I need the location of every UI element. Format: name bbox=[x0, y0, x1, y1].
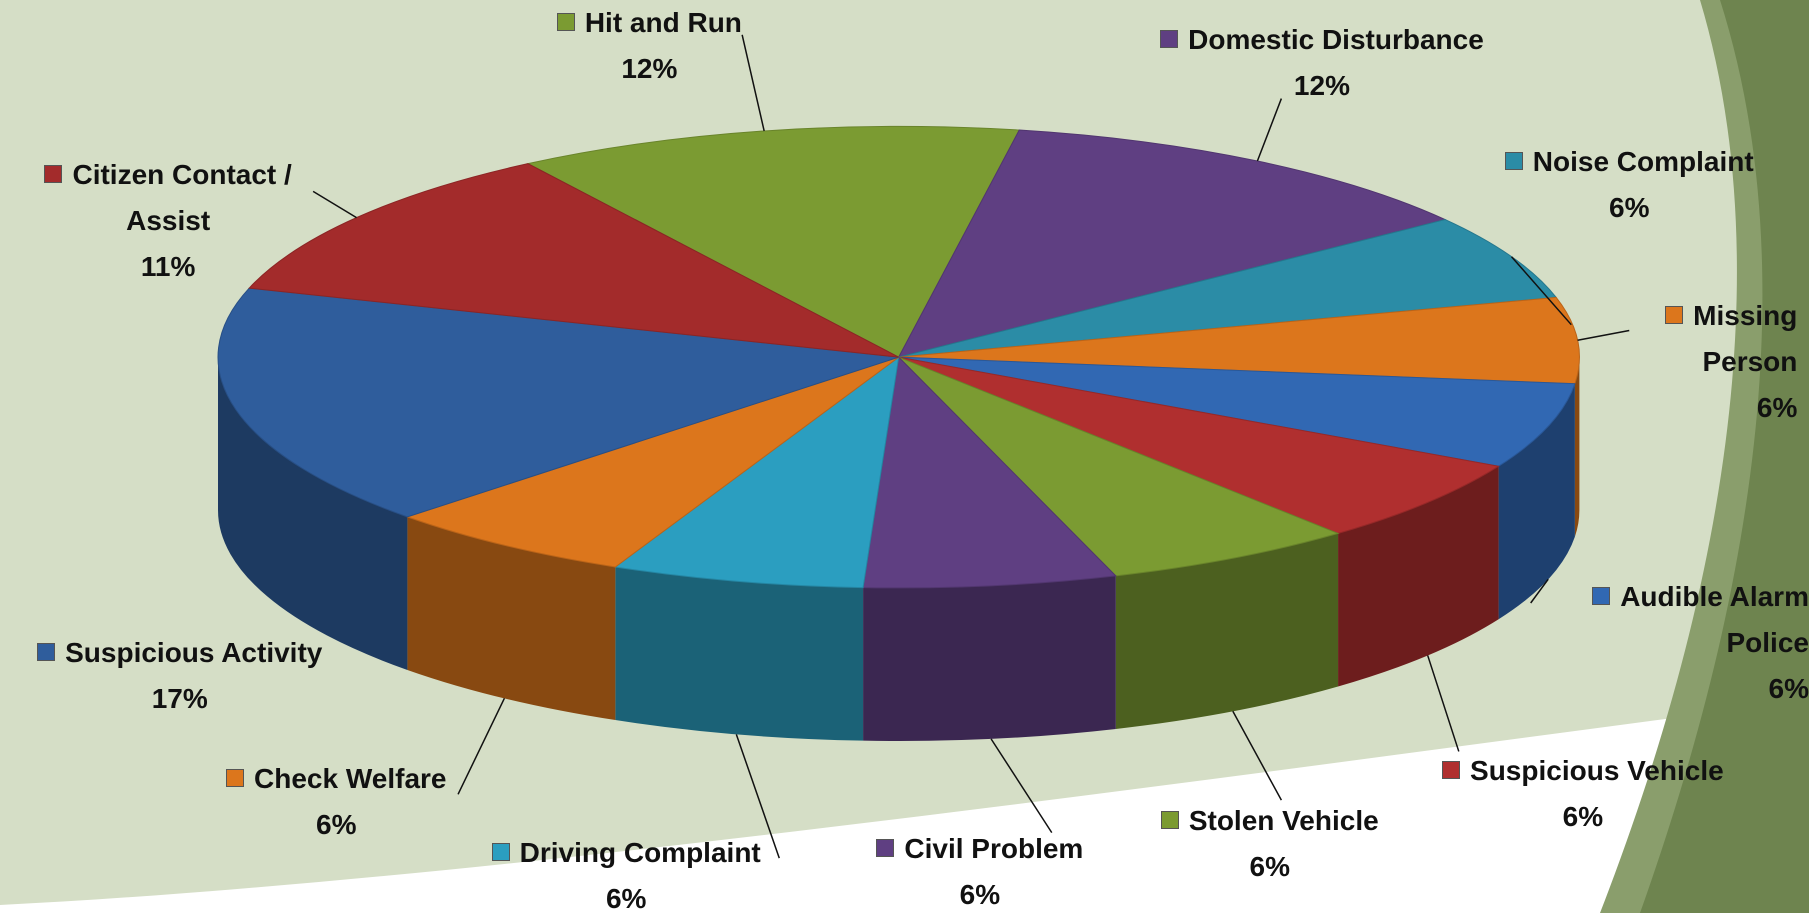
leader-line bbox=[1577, 329, 1630, 341]
leader-line bbox=[1426, 655, 1460, 752]
percent-label: 12% bbox=[1293, 70, 1350, 102]
percent-label: 6% bbox=[1768, 673, 1809, 704]
leader-line bbox=[457, 698, 506, 795]
slice-side bbox=[1115, 533, 1339, 729]
data-label: Audible Alarm Police 6% bbox=[1519, 574, 1809, 712]
slice-side bbox=[1498, 383, 1575, 620]
leader-line bbox=[312, 190, 357, 219]
slice-side bbox=[863, 575, 1116, 741]
label-marker bbox=[1592, 587, 1611, 605]
data-label: Stolen Vehicle 6% bbox=[1113, 798, 1426, 890]
leader-line bbox=[1530, 578, 1549, 604]
category-label: Noise Complaint bbox=[1532, 146, 1754, 178]
percent-label: 6% bbox=[1249, 850, 1290, 882]
label-marker bbox=[1665, 306, 1684, 325]
data-label: Suspicious Activity 17% bbox=[0, 630, 359, 722]
label-marker bbox=[556, 13, 575, 31]
label-marker bbox=[876, 838, 895, 857]
slice-side bbox=[218, 357, 408, 670]
category-label: Suspicious Activity bbox=[65, 636, 323, 668]
slice-side bbox=[1574, 357, 1580, 537]
category-label: Audible Alarm Police bbox=[1620, 581, 1809, 658]
percent-label: 17% bbox=[151, 682, 208, 714]
leader-line bbox=[1256, 98, 1283, 162]
background-curve-dark bbox=[1640, 0, 1809, 913]
slice bbox=[898, 356, 1500, 534]
percent-label: 6% bbox=[1562, 800, 1604, 832]
data-label: Check Welfare 6% bbox=[191, 756, 481, 848]
data-label: Hit and Run 12% bbox=[510, 0, 788, 92]
percent-label: 6% bbox=[316, 809, 357, 841]
label-marker bbox=[37, 642, 56, 661]
label-marker bbox=[44, 164, 63, 183]
percent-label: 11% bbox=[140, 250, 196, 282]
percent-label: 6% bbox=[1756, 392, 1798, 424]
slice bbox=[614, 356, 900, 589]
slice bbox=[405, 356, 899, 568]
slice-side bbox=[615, 566, 864, 741]
pie bbox=[217, 125, 1580, 741]
category-label: Domestic Disturbance bbox=[1188, 24, 1484, 56]
slice bbox=[217, 287, 899, 518]
label-marker bbox=[1442, 760, 1461, 779]
leader-line bbox=[741, 34, 765, 132]
category-label: Hit and Run bbox=[584, 7, 742, 38]
data-label: Civil Problem 6% bbox=[835, 826, 1125, 913]
label-marker bbox=[1160, 810, 1179, 829]
category-label: Check Welfare bbox=[254, 763, 447, 795]
slice-side bbox=[407, 516, 616, 721]
percent-label: 6% bbox=[959, 878, 1001, 910]
percent-label: 12% bbox=[621, 53, 678, 84]
slice bbox=[862, 356, 1117, 589]
label-marker bbox=[226, 769, 245, 788]
data-label: Noise Complaint 6% bbox=[1461, 139, 1797, 231]
leader-line bbox=[1232, 710, 1283, 801]
percent-label: 6% bbox=[605, 883, 647, 913]
label-marker bbox=[1160, 30, 1179, 49]
category-label: Suspicious Vehicle bbox=[1470, 754, 1724, 786]
label-marker bbox=[491, 843, 510, 862]
leader-line bbox=[735, 734, 780, 859]
label-marker bbox=[1504, 152, 1523, 171]
slice bbox=[898, 356, 1576, 467]
leader-line bbox=[990, 738, 1053, 834]
data-label: Domestic Disturbance 12% bbox=[1113, 17, 1530, 109]
category-label: Citizen Contact / Assist bbox=[72, 158, 292, 236]
category-label: Stolen Vehicle bbox=[1188, 804, 1379, 836]
leader-lines bbox=[312, 34, 1630, 859]
background-swoosh bbox=[0, 700, 1809, 913]
data-label: Missing Person 6% bbox=[1623, 293, 1797, 431]
percent-label: 6% bbox=[1609, 192, 1650, 224]
data-label: Citizen Contact / Assist 11% bbox=[0, 152, 336, 290]
data-label: Suspicious Vehicle 6% bbox=[1403, 748, 1762, 840]
category-label: Civil Problem bbox=[904, 832, 1084, 864]
category-label: Missing Person bbox=[1693, 300, 1798, 378]
slice bbox=[898, 356, 1340, 577]
category-label: Driving Complaint bbox=[519, 837, 761, 869]
leader-line bbox=[1510, 256, 1572, 326]
data-label: Driving Complaint 6% bbox=[452, 830, 800, 913]
